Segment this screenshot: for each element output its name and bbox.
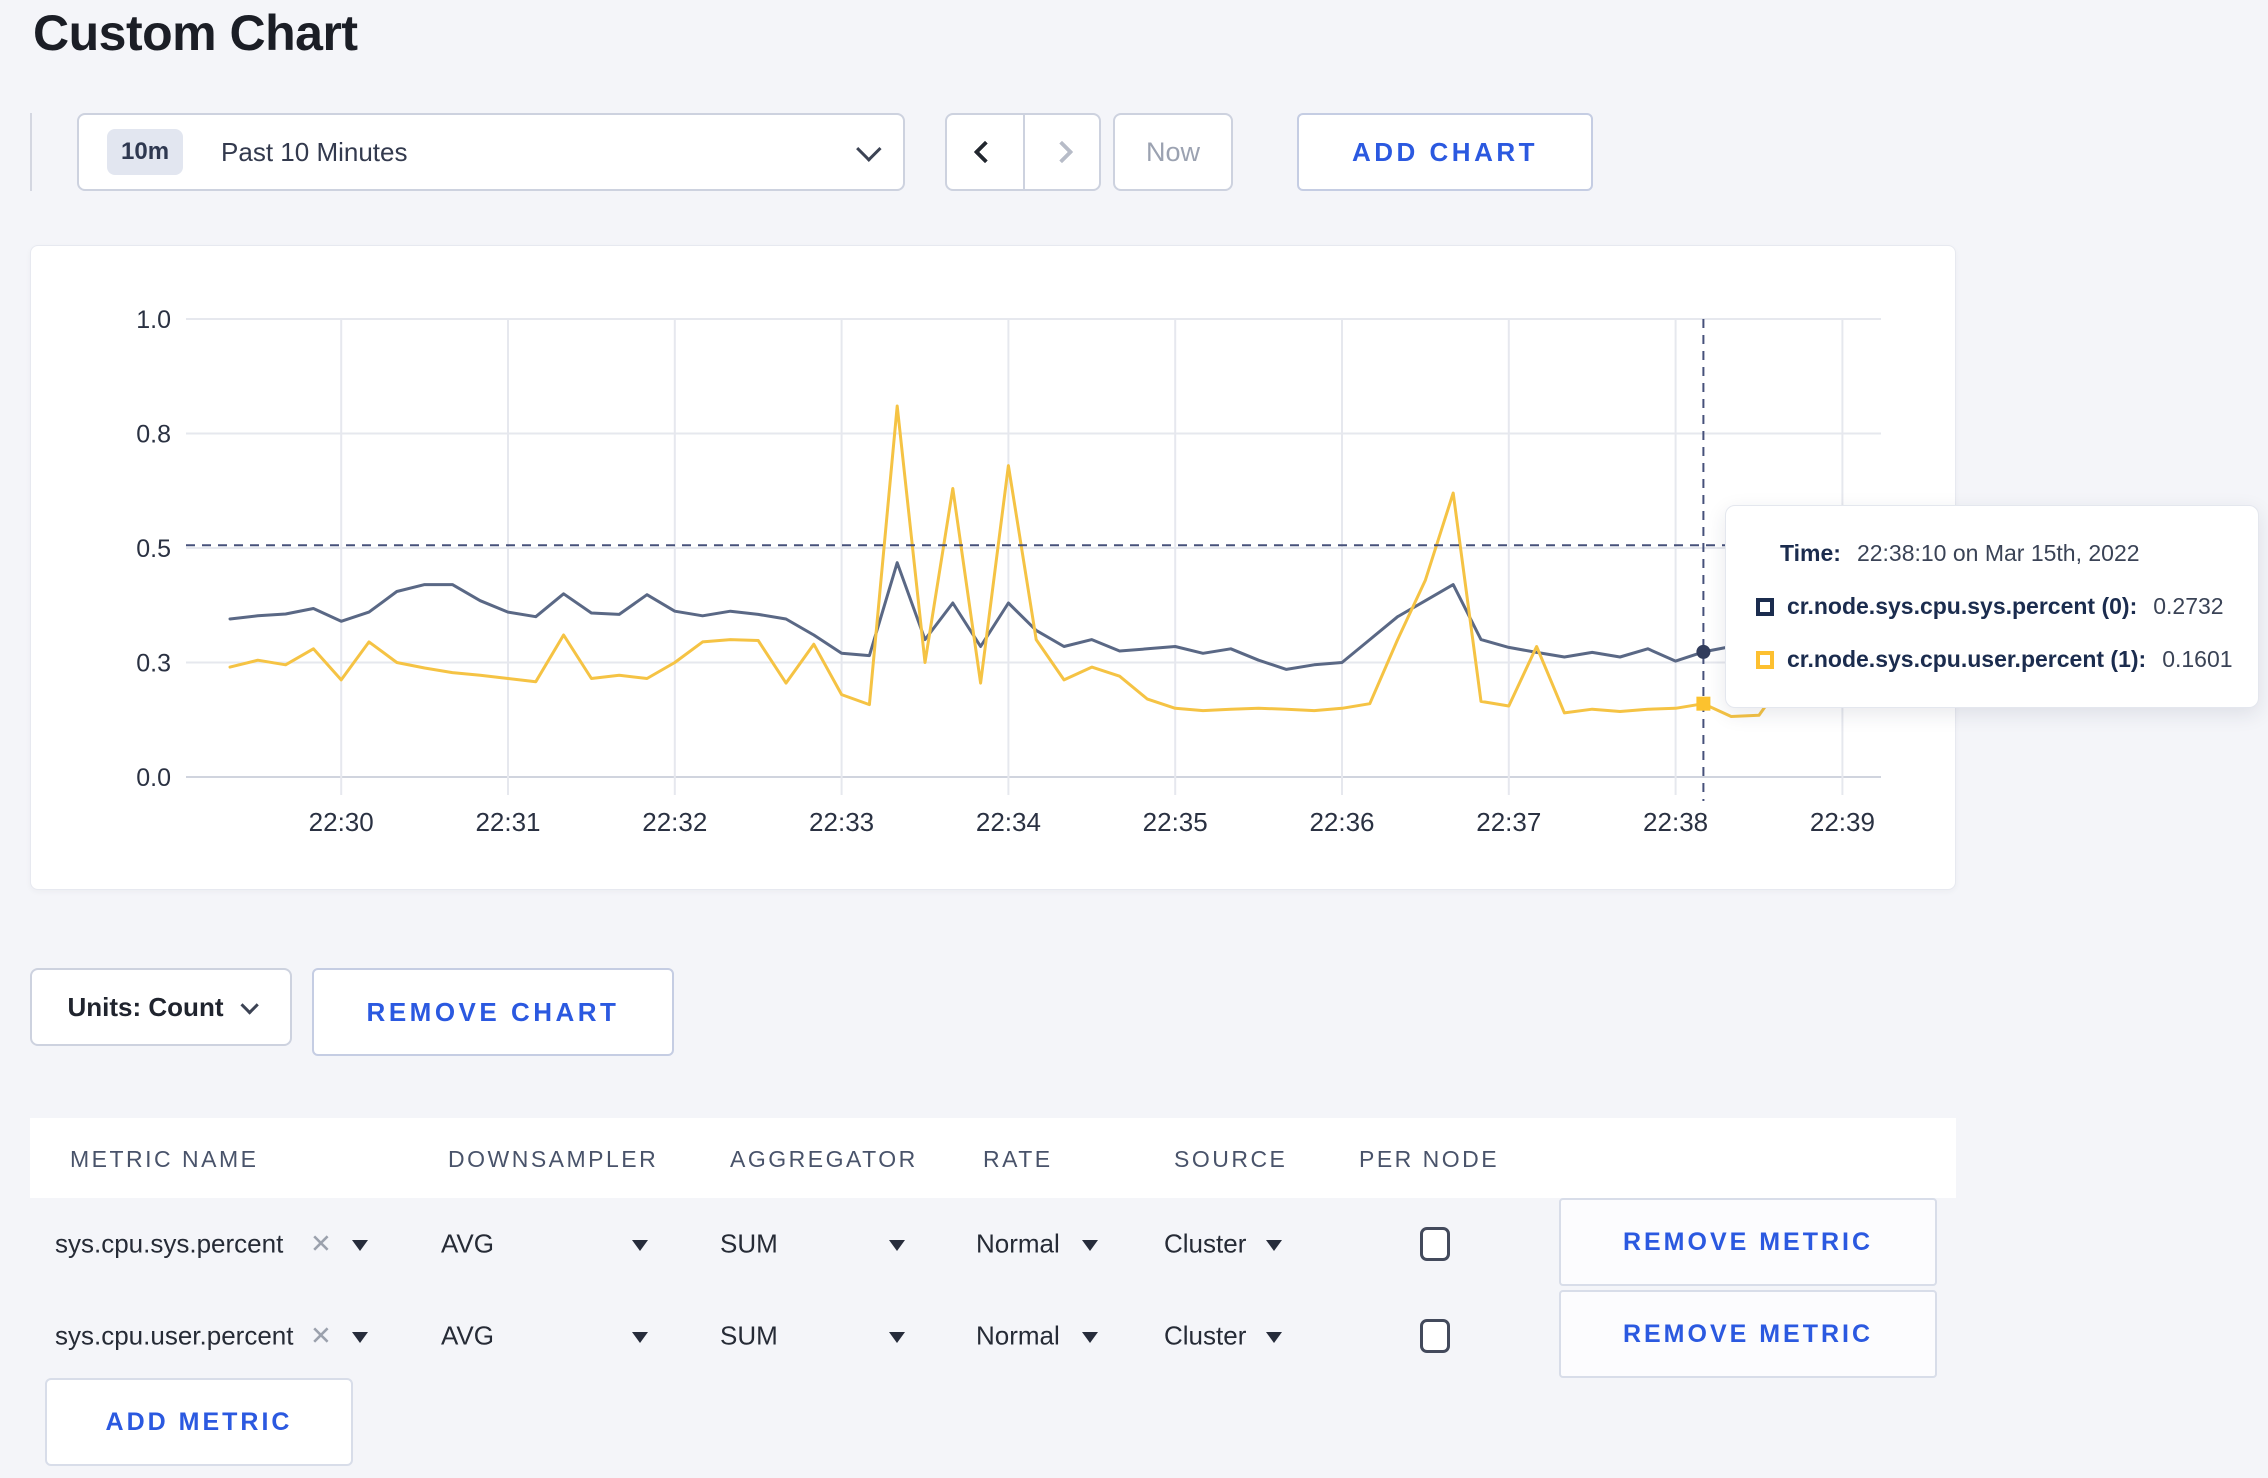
aggregator-dropdown-icon[interactable]: [889, 1240, 905, 1252]
svg-text:22:34: 22:34: [976, 807, 1041, 837]
series-swatch-icon: [1756, 597, 1774, 616]
per-node-checkbox[interactable]: [1420, 1319, 1450, 1353]
downsampler-dropdown-icon[interactable]: [632, 1240, 648, 1252]
tooltip-series-label: cr.node.sys.cpu.sys.percent (0):: [1787, 593, 2138, 619]
svg-text:22:37: 22:37: [1476, 807, 1541, 837]
chevron-left-icon: [973, 140, 997, 164]
tooltip-time-label: Time:: [1780, 540, 1841, 566]
metrics-table-header: METRIC NAME DOWNSAMPLER AGGREGATOR RATE …: [30, 1118, 1956, 1198]
chevron-down-icon: [856, 136, 882, 162]
time-range-badge: 10m: [107, 129, 184, 175]
chart-tooltip: Time: 22:38:10 on Mar 15th, 2022 cr.node…: [1725, 505, 2259, 708]
tooltip-time-row: Time: 22:38:10 on Mar 15th, 2022: [1756, 540, 2238, 567]
svg-text:22:32: 22:32: [642, 807, 707, 837]
aggregator-value[interactable]: SUM: [720, 1228, 778, 1259]
add-metric-button[interactable]: ADD METRIC: [45, 1378, 353, 1466]
column-header-rate: RATE: [983, 1146, 1053, 1172]
timeseries-chart[interactable]: 0.0 0.3 0.5 0.8 1.0 22:30 22:31 22:32 22:33 22:34…: [31, 246, 1955, 889]
tooltip-series-value: 0.1601: [2162, 646, 2233, 672]
svg-text:22:36: 22:36: [1309, 807, 1374, 837]
rate-dropdown-icon[interactable]: [1082, 1332, 1098, 1344]
time-pager: [945, 113, 1101, 191]
downsampler-value[interactable]: AVG: [441, 1228, 494, 1259]
clear-metric-icon[interactable]: [310, 1321, 332, 1352]
column-header-downsampler: DOWNSAMPLER: [448, 1146, 659, 1172]
metric-row: sys.cpu.user.percent AVG SUM Normal Clus…: [0, 1290, 2268, 1382]
metric-name-value: sys.cpu.sys.percent: [55, 1228, 284, 1259]
svg-text:22:35: 22:35: [1143, 807, 1208, 837]
metric-name-value: sys.cpu.user.percent: [55, 1320, 294, 1351]
toolbar-divider: [30, 113, 32, 191]
column-header-source: SOURCE: [1174, 1146, 1288, 1172]
page-title: Custom Chart: [33, 5, 358, 61]
tooltip-series-label: cr.node.sys.cpu.user.percent (1):: [1787, 646, 2147, 672]
source-value[interactable]: Cluster: [1164, 1320, 1247, 1351]
tooltip-series-value: 0.2732: [2153, 593, 2224, 619]
chevron-down-icon: [240, 995, 260, 1015]
svg-text:22:31: 22:31: [475, 807, 540, 837]
next-range-button[interactable]: [1023, 115, 1099, 189]
time-range-label: Past 10 Minutes: [221, 136, 408, 167]
source-value[interactable]: Cluster: [1164, 1228, 1247, 1259]
svg-text:22:39: 22:39: [1810, 807, 1875, 837]
prev-range-button[interactable]: [947, 115, 1023, 189]
downsampler-dropdown-icon[interactable]: [632, 1332, 648, 1344]
downsampler-value[interactable]: AVG: [441, 1320, 494, 1351]
metric-row: sys.cpu.sys.percent AVG SUM Normal Clust…: [0, 1198, 2268, 1290]
svg-text:0.0: 0.0: [136, 764, 171, 792]
clear-metric-icon[interactable]: [310, 1229, 332, 1260]
metric-dropdown-icon[interactable]: [352, 1240, 368, 1252]
time-range-select[interactable]: 10m Past 10 Minutes: [77, 113, 905, 191]
svg-text:22:33: 22:33: [809, 807, 874, 837]
now-button[interactable]: Now: [1113, 113, 1233, 191]
column-header-per-node: PER NODE: [1359, 1146, 1500, 1172]
chart-panel: 0.0 0.3 0.5 0.8 1.0 22:30 22:31 22:32 22:33 22:34…: [30, 245, 1956, 890]
column-header-metric-name: METRIC NAME: [70, 1146, 259, 1172]
series-swatch-icon: [1756, 650, 1774, 669]
rate-value[interactable]: Normal: [976, 1320, 1060, 1351]
rate-dropdown-icon[interactable]: [1082, 1240, 1098, 1252]
svg-text:22:30: 22:30: [309, 807, 374, 837]
column-header-aggregator: AGGREGATOR: [730, 1146, 918, 1172]
chevron-right-icon: [1050, 140, 1074, 164]
source-dropdown-icon[interactable]: [1266, 1240, 1282, 1252]
remove-metric-button[interactable]: REMOVE METRIC: [1559, 1198, 1937, 1286]
aggregator-value[interactable]: SUM: [720, 1320, 778, 1351]
svg-text:22:38: 22:38: [1643, 807, 1708, 837]
add-chart-button[interactable]: ADD CHART: [1297, 113, 1593, 191]
svg-text:0.5: 0.5: [136, 535, 171, 563]
source-dropdown-icon[interactable]: [1266, 1332, 1282, 1344]
remove-chart-button[interactable]: REMOVE CHART: [312, 968, 674, 1056]
tooltip-series-row: cr.node.sys.cpu.sys.percent (0): 0.2732: [1756, 593, 2238, 620]
metric-dropdown-icon[interactable]: [352, 1332, 368, 1344]
rate-value[interactable]: Normal: [976, 1228, 1060, 1259]
units-select[interactable]: Units: Count: [30, 968, 292, 1046]
aggregator-dropdown-icon[interactable]: [889, 1332, 905, 1344]
units-label: Units: Count: [67, 991, 224, 1022]
remove-metric-button[interactable]: REMOVE METRIC: [1559, 1290, 1937, 1378]
svg-text:1.0: 1.0: [136, 306, 171, 334]
per-node-checkbox[interactable]: [1420, 1227, 1450, 1261]
svg-text:0.3: 0.3: [136, 650, 171, 678]
svg-text:0.8: 0.8: [136, 421, 171, 449]
tooltip-series-row: cr.node.sys.cpu.user.percent (1): 0.1601: [1756, 646, 2238, 673]
tooltip-time-value: 22:38:10 on Mar 15th, 2022: [1856, 540, 2140, 566]
